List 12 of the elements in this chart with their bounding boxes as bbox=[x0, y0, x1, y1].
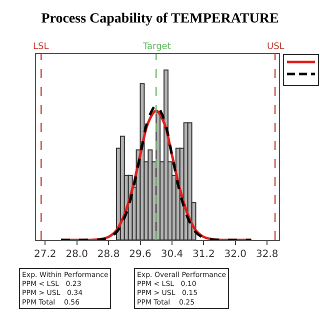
x-tick-label: 30.4 bbox=[160, 249, 184, 260]
x-tick-label: 29.6 bbox=[129, 249, 152, 260]
x-tick-label: 28.8 bbox=[97, 249, 120, 260]
ref-line-label: USL bbox=[267, 42, 284, 52]
x-tick-label: 32.0 bbox=[224, 249, 247, 260]
ref-line-label: LSL bbox=[33, 42, 49, 52]
chart-title: Process Capability of TEMPERATURE bbox=[41, 12, 279, 27]
ref-line-label: Target bbox=[142, 42, 172, 52]
x-tick-label: 32.8 bbox=[256, 249, 278, 260]
x-tick-label: 28.0 bbox=[66, 249, 88, 260]
x-tick-label: 27.2 bbox=[34, 249, 56, 260]
x-tick-label: 31.2 bbox=[192, 249, 215, 260]
